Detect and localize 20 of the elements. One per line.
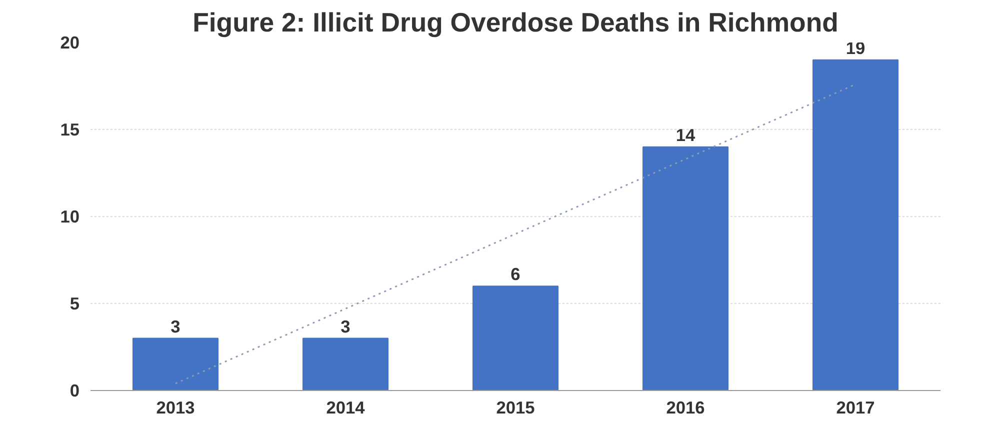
data-label: 6 [510, 264, 521, 284]
bar [472, 286, 558, 390]
data-label: 3 [170, 316, 181, 336]
x-tick-label: 2015 [496, 398, 536, 418]
y-tick-label: 10 [60, 206, 80, 226]
x-tick-label: 2017 [836, 398, 875, 418]
x-tick-label: 2013 [156, 398, 196, 418]
y-tick-label: 15 [60, 120, 80, 140]
bar [642, 146, 728, 390]
y-tick-label: 5 [70, 294, 80, 314]
y-tick-label: 20 [60, 32, 80, 52]
bar [132, 338, 218, 390]
chart-title: Figure 2: Illicit Drug Overdose Deaths in Richmond [192, 8, 838, 38]
bar [812, 59, 898, 390]
x-tick-label: 2016 [666, 398, 706, 418]
data-label: 14 [676, 124, 696, 145]
y-tick-label: 0 [70, 380, 80, 400]
data-label: 3 [340, 316, 351, 336]
bar [302, 338, 388, 390]
x-tick-label: 2014 [326, 398, 366, 418]
